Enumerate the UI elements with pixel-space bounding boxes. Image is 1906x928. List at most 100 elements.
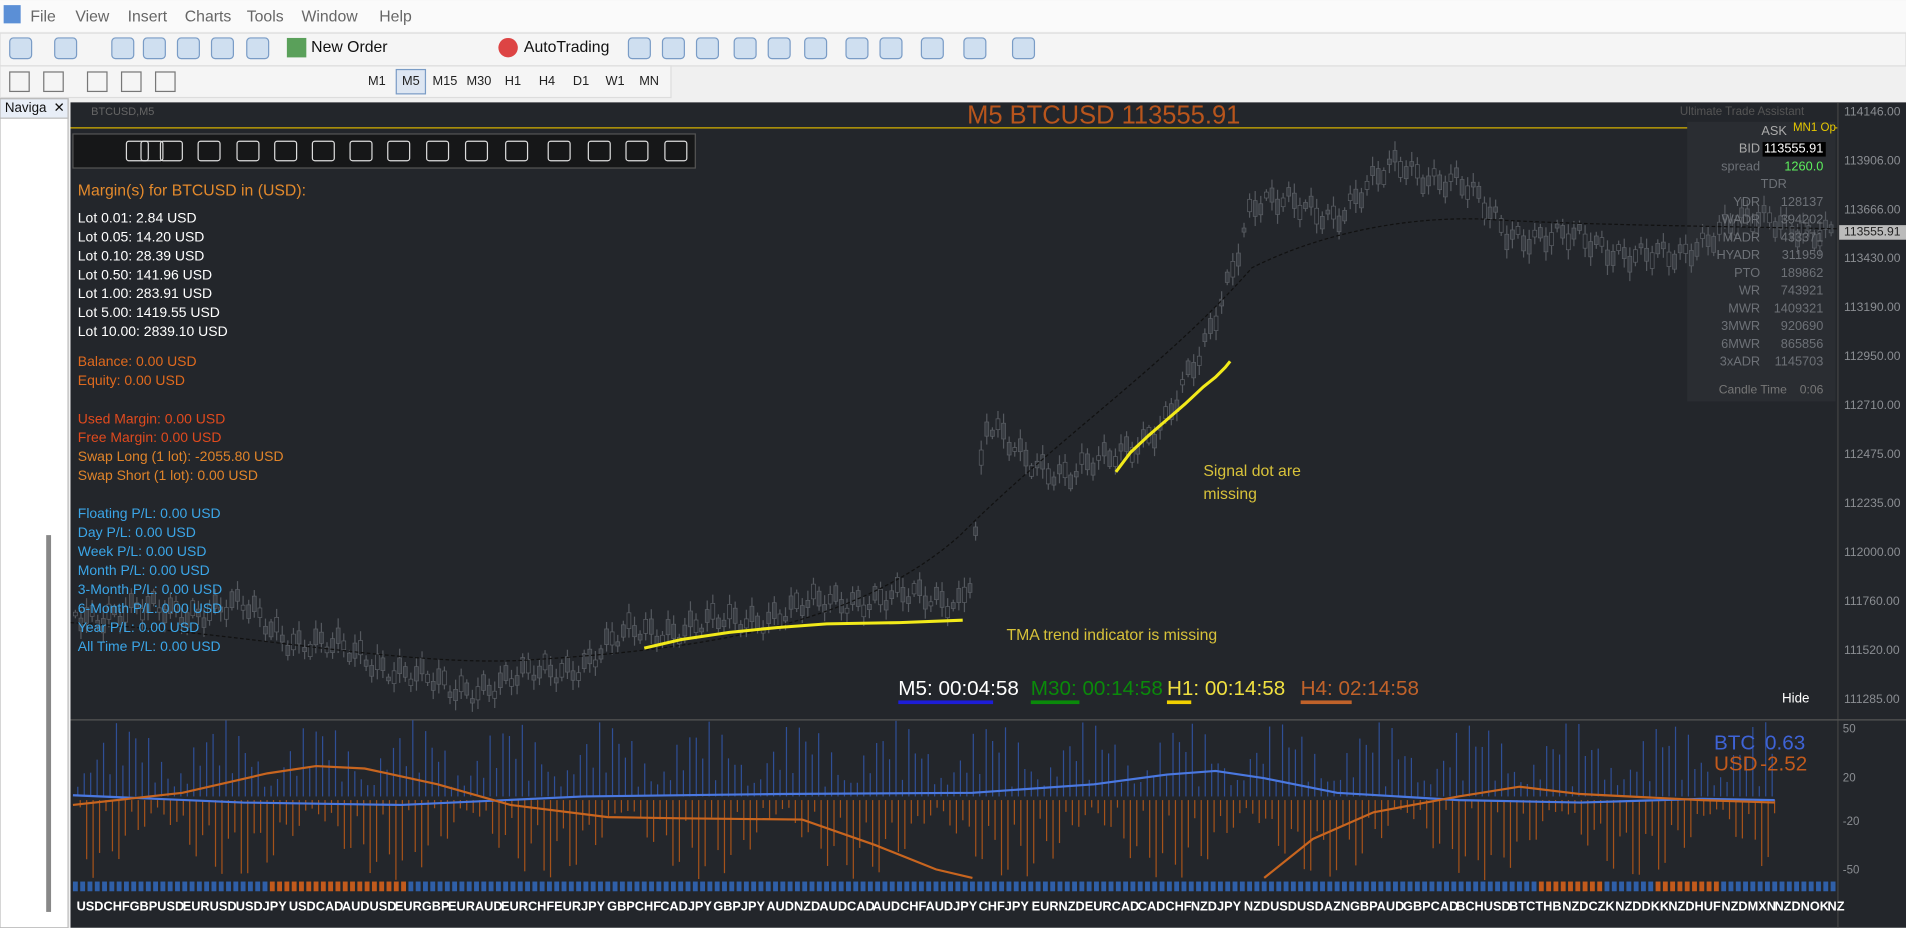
timeframe-button[interactable]: H1 bbox=[505, 73, 521, 88]
menu-item[interactable]: File bbox=[30, 8, 56, 25]
draw-tool[interactable] bbox=[120, 71, 142, 93]
toolbar-icon[interactable] bbox=[767, 37, 791, 60]
autotrading-button[interactable]: AutoTrading bbox=[524, 39, 609, 56]
symbol-tab[interactable]: BTCTHB bbox=[1509, 898, 1561, 913]
symbol-tab[interactable]: EURUSD bbox=[183, 898, 237, 913]
menu-item[interactable]: Window bbox=[301, 8, 358, 25]
symbol-tab[interactable]: NZDMXN bbox=[1721, 898, 1776, 913]
new-order-icon[interactable] bbox=[286, 37, 307, 58]
chart-tool-icon[interactable] bbox=[505, 140, 529, 162]
symbol-tab[interactable]: BCHUSD bbox=[1456, 898, 1511, 913]
symbol-tab[interactable]: AUDNZD bbox=[766, 898, 820, 913]
symbol-tab[interactable]: EURCHF bbox=[501, 898, 554, 913]
symbol-tab[interactable]: CADCHF bbox=[1138, 898, 1192, 913]
toolbar-icon[interactable] bbox=[733, 37, 757, 60]
timeframe-button[interactable]: M1 bbox=[368, 73, 386, 88]
timeframe-button[interactable]: D1 bbox=[573, 73, 589, 88]
chart-tool-icon[interactable] bbox=[140, 140, 164, 162]
chart-tool-icon[interactable] bbox=[311, 140, 335, 162]
symbol-tab[interactable]: EURAUD bbox=[448, 898, 503, 913]
symbol-tab[interactable]: CADJPY bbox=[660, 898, 712, 913]
hide-button[interactable]: Hide bbox=[1782, 691, 1809, 706]
symbol-tab[interactable]: AUDCAD bbox=[819, 898, 874, 913]
menu-item[interactable]: Charts bbox=[185, 8, 232, 25]
toolbar-icon[interactable] bbox=[246, 37, 270, 60]
toolbar-icon[interactable] bbox=[879, 37, 903, 60]
toolbar-icon[interactable] bbox=[695, 37, 720, 60]
menu-item[interactable]: Tools bbox=[247, 8, 284, 25]
toolbar-icon[interactable] bbox=[804, 37, 828, 60]
symbol-tab[interactable]: NZ bbox=[1828, 898, 1845, 913]
toolbar-icon[interactable] bbox=[627, 37, 651, 60]
toolbar-icon[interactable] bbox=[142, 37, 166, 60]
symbol-tab[interactable]: NZDJPY bbox=[1191, 898, 1242, 913]
symbol-tab[interactable]: USDCHF bbox=[77, 898, 130, 913]
symbol-tab[interactable]: EURJPY bbox=[554, 898, 606, 913]
symbol-tab[interactable]: NZDNOK bbox=[1774, 898, 1829, 913]
navigator-tab[interactable] bbox=[0, 98, 69, 119]
symbol-tab[interactable]: EURGBP bbox=[395, 898, 450, 913]
strip-cell bbox=[1210, 881, 1216, 892]
timeframe-button[interactable]: W1 bbox=[606, 73, 625, 88]
chart-tool-icon[interactable] bbox=[197, 140, 221, 162]
chart-tool-icon[interactable] bbox=[664, 140, 688, 162]
strip-cell bbox=[123, 881, 129, 892]
draw-tool[interactable] bbox=[86, 71, 108, 93]
toolbar-icon[interactable] bbox=[920, 37, 944, 60]
chart-tool-icon[interactable] bbox=[159, 140, 183, 162]
strip-cell bbox=[831, 881, 837, 892]
symbol-tab[interactable]: GBPCHF bbox=[607, 898, 661, 913]
toolbar-icon[interactable] bbox=[9, 37, 33, 60]
chart-tool-icon[interactable] bbox=[625, 140, 649, 162]
toolbar-icon[interactable] bbox=[1011, 37, 1036, 60]
chart-tool-icon[interactable] bbox=[464, 140, 489, 162]
timeframe-button[interactable]: MN bbox=[639, 73, 659, 88]
menu-item[interactable]: Help bbox=[379, 8, 412, 25]
symbol-tab[interactable]: AUDUSD bbox=[342, 898, 397, 913]
toolbar-icon[interactable] bbox=[210, 37, 234, 60]
toolbar-icon[interactable] bbox=[176, 37, 200, 60]
chart-tool-icon[interactable] bbox=[387, 140, 411, 162]
autotrading-icon[interactable] bbox=[498, 37, 518, 58]
navigator-tab-label[interactable]: Naviga bbox=[5, 100, 47, 115]
menu-item[interactable]: View bbox=[75, 8, 110, 25]
draw-tool[interactable] bbox=[9, 71, 30, 93]
symbol-tab[interactable]: NZDUSD bbox=[1244, 898, 1297, 913]
chart-tool-icon[interactable] bbox=[349, 140, 373, 162]
toolbar-icon[interactable] bbox=[661, 37, 685, 60]
symbol-tab[interactable]: USDJPY bbox=[236, 898, 288, 913]
chart-tool-icon[interactable] bbox=[547, 140, 571, 162]
timeframe-button[interactable]: M30 bbox=[467, 73, 492, 88]
toolbar-icon[interactable] bbox=[111, 37, 135, 60]
draw-tool[interactable] bbox=[154, 71, 176, 93]
toolbar-icon[interactable] bbox=[963, 37, 987, 60]
menu-item[interactable]: Insert bbox=[128, 8, 168, 25]
timeframe-button[interactable]: M15 bbox=[432, 73, 457, 88]
timeframe-button[interactable]: H4 bbox=[539, 73, 555, 88]
symbol-tab[interactable]: NZDHUF bbox=[1668, 898, 1721, 913]
symbol-tab[interactable]: GBPJPY bbox=[713, 898, 765, 913]
toolbar-icon[interactable] bbox=[845, 37, 869, 60]
draw-tool[interactable] bbox=[43, 71, 64, 93]
chart-tool-icon[interactable] bbox=[236, 140, 260, 162]
symbol-tab[interactable]: USDAZN bbox=[1297, 898, 1350, 913]
symbol-tab[interactable]: GBPCAD bbox=[1403, 898, 1458, 913]
toolbar-icon[interactable] bbox=[54, 37, 78, 60]
symbol-tab[interactable]: GBPUSD bbox=[130, 898, 185, 913]
timeframe-button[interactable]: M5 bbox=[402, 73, 420, 88]
chart-tool-icon[interactable] bbox=[274, 140, 298, 162]
symbol-tab[interactable]: AUDCHF bbox=[872, 898, 926, 913]
new-order-button[interactable]: New Order bbox=[311, 39, 387, 56]
chart-tool-icon[interactable] bbox=[426, 140, 450, 162]
chart-tool-icon[interactable] bbox=[125, 140, 149, 162]
symbol-tab[interactable]: GBPAUD bbox=[1350, 898, 1404, 913]
symbol-tab[interactable]: NZDCZK bbox=[1562, 898, 1615, 913]
symbol-tab[interactable]: AUDJPY bbox=[926, 898, 978, 913]
symbol-tab[interactable]: CHFJPY bbox=[979, 898, 1030, 913]
strip-cell bbox=[1502, 881, 1508, 892]
symbol-tab[interactable]: EURCAD bbox=[1085, 898, 1140, 913]
symbol-tab[interactable]: EURNZD bbox=[1032, 898, 1085, 913]
symbol-tab[interactable]: USDCAD bbox=[289, 898, 344, 913]
chart-tool-icon[interactable] bbox=[587, 140, 611, 162]
symbol-tab[interactable]: NZDDKK bbox=[1615, 898, 1670, 913]
